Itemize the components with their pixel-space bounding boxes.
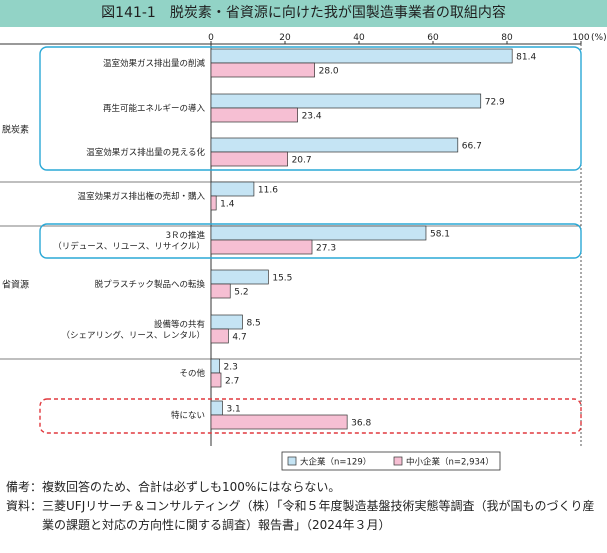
data-label: 58.1 xyxy=(430,230,450,240)
data-label: 81.4 xyxy=(516,53,536,63)
category-label-line: （リデュース、リユース、リサイクル） xyxy=(53,241,205,252)
remark-text: 複数回答のため、合計は必ずしも100%にはならない。 xyxy=(42,480,341,494)
x-tick-label: 0 xyxy=(208,33,214,43)
data-label: 2.3 xyxy=(224,363,238,373)
bar-large xyxy=(210,48,513,64)
category-label: 設備等の共有（シェアリング、リース、レンタル） xyxy=(62,319,205,341)
data-label: 3.1 xyxy=(226,405,240,415)
bar-small xyxy=(210,283,231,299)
category-label: 脱プラスチック製品への転換 xyxy=(95,279,206,290)
bar-large xyxy=(210,181,255,197)
legend-swatch xyxy=(287,456,297,466)
bar-large xyxy=(210,314,243,330)
data-label: 8.5 xyxy=(246,319,260,329)
category-label: 3Ｒの推進（リデュース、リユース、リサイクル） xyxy=(53,230,205,252)
data-label: 28.0 xyxy=(319,67,339,77)
bar-large xyxy=(210,137,459,153)
data-label: 1.4 xyxy=(220,200,235,210)
notes: 備考： 複数回答のため、合計は必ずしも100%にはならない。 資料： 三菱UFJ… xyxy=(6,478,604,535)
highlight-frame-dashed xyxy=(39,398,582,434)
highlight-frame xyxy=(39,46,582,171)
title-band xyxy=(0,0,607,27)
bar-small xyxy=(210,414,348,430)
legend-box xyxy=(281,451,501,471)
data-label: 23.4 xyxy=(302,112,322,122)
data-label: 72.9 xyxy=(485,98,505,108)
bar-large xyxy=(210,358,220,374)
data-label: 27.3 xyxy=(316,244,336,254)
bar-small xyxy=(210,239,313,255)
x-tick-label: 60 xyxy=(427,33,439,43)
category-label: その他 xyxy=(179,368,205,379)
source-label: 資料： xyxy=(6,499,43,513)
x-tick-label: 80 xyxy=(501,33,513,43)
legend-label: 中小企業（n=2,934） xyxy=(406,457,494,468)
category-label: 再生可能エネルギーの導入 xyxy=(103,103,206,114)
bar-large xyxy=(210,225,427,241)
legend-swatch xyxy=(393,456,403,466)
bar-small xyxy=(210,195,217,211)
data-label: 36.8 xyxy=(351,419,371,429)
data-label: 4.7 xyxy=(232,333,246,343)
x-unit-label: (%) xyxy=(591,33,607,43)
bar-small xyxy=(210,151,288,167)
category-label-line: 3Ｒの推進 xyxy=(166,230,206,241)
bar-small xyxy=(210,107,298,123)
category-label: 温室効果ガス排出権の売却・購入 xyxy=(77,191,205,202)
bar-large xyxy=(210,400,223,416)
bar-small xyxy=(210,328,229,344)
highlight-frame xyxy=(39,223,582,259)
category-label-line: （シェアリング、リース、レンタル） xyxy=(62,330,205,341)
data-label: 11.6 xyxy=(258,186,278,196)
category-label: 温室効果ガス排出量の削減 xyxy=(103,58,206,69)
bar-small xyxy=(210,62,315,78)
remark-label: 備考： xyxy=(6,480,43,494)
data-label: 15.5 xyxy=(272,274,292,284)
category-label: 温室効果ガス排出量の見える化 xyxy=(86,147,205,158)
bar-chart: 0 20 40 60 80 100 (%) 81.4 28.0 温室効果ガス排出量の削減 72.9 2… xyxy=(0,33,607,471)
bar-small xyxy=(210,372,222,388)
data-label: 20.7 xyxy=(292,156,312,166)
remark-row: 備考： 複数回答のため、合計は必ずしも100%にはならない。 xyxy=(6,478,604,497)
legend-label: 大企業（n=129） xyxy=(300,457,371,468)
x-tick-label: 20 xyxy=(279,33,291,43)
x-tick-label: 100 xyxy=(572,33,589,43)
bar-large xyxy=(210,269,269,285)
source-row: 資料： 三菱UFJリサーチ＆コンサルティング（株）「令和５年度製造基盤技術実態等… xyxy=(6,497,604,535)
data-label: 5.2 xyxy=(234,288,248,298)
page-title: 図141-1 脱炭素・省資源に向けた我が国製造事業者の取組内容 xyxy=(101,5,506,21)
x-tick-label: 40 xyxy=(353,33,365,43)
source-text: 三菱UFJリサーチ＆コンサルティング（株）「令和５年度製造基盤技術実態等調査（我… xyxy=(42,499,595,532)
group-label: 省資源 xyxy=(2,279,29,291)
category-label-line: 設備等の共有 xyxy=(154,319,205,330)
data-label: 2.7 xyxy=(225,377,239,387)
data-label: 66.7 xyxy=(462,142,482,152)
group-label: 脱炭素 xyxy=(2,124,29,136)
bar-large xyxy=(210,93,482,109)
category-label: 特にない xyxy=(171,410,205,421)
